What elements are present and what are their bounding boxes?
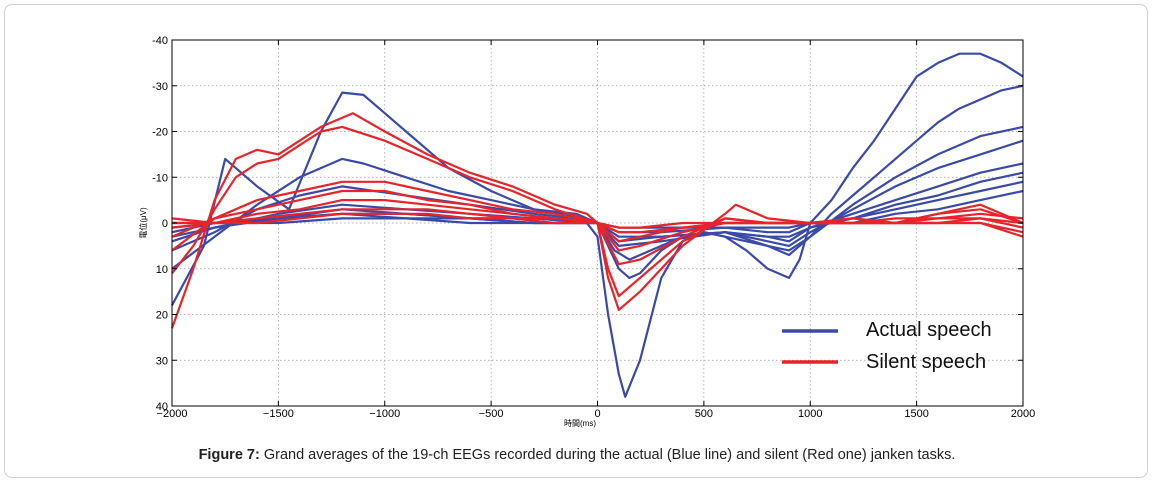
y-tick-label: -30 [152,81,168,93]
y-tick-label: 10 [156,264,168,276]
y-tick-label: -20 [152,127,168,139]
x-tick-label: 0 [594,408,600,420]
legend: Actual speech Silent speech [782,319,992,373]
eeg-line-chart: −2000 −1500 −1000 −500 0 500 1000 1500 2000 -40 -3… [138,35,1035,428]
x-tick-label: 2000 [1011,408,1035,420]
series-line-actual [171,125,1024,261]
x-tick-label: −1000 [369,408,400,420]
y-tick-label: 30 [156,355,168,367]
y-tick-label: 0 [162,218,168,230]
y-tick-label: 20 [156,310,168,322]
caption-label: Figure 7: [198,447,260,463]
legend-label-actual: Actual speech [866,319,992,341]
series-line-silent [171,125,1024,298]
x-tick-label: −2000 [157,408,188,420]
y-tick-label: 40 [156,401,168,413]
caption-text: Grand averages of the 19-ch EEGs recorde… [263,447,956,463]
legend-label-silent: Silent speech [866,351,986,373]
x-tick-label: −500 [479,408,504,420]
y-tick-label: -10 [152,172,168,184]
x-tick-label: −1500 [263,408,294,420]
x-tick-label: 1500 [904,408,928,420]
x-tick-label: 1000 [798,408,822,420]
series-line-silent [171,180,1024,266]
x-tick-label: 500 [695,408,713,420]
x-axis-label: 時間(ms) [564,419,596,428]
y-axis-label: 電位(μV) [138,207,148,239]
figure-caption: Figure 7: Grand averages of the 19-ch EE… [0,447,1154,463]
y-tick-label: -40 [152,35,168,47]
series-line-actual [172,189,1024,229]
series-lines [170,52,1024,398]
series-line-actual [171,139,1024,247]
axis-ticks: −2000 −1500 −1000 −500 0 500 1000 1500 2000 -40 -3… [152,35,1035,420]
series-line-silent [171,212,1024,238]
series-line-actual [171,52,1024,398]
